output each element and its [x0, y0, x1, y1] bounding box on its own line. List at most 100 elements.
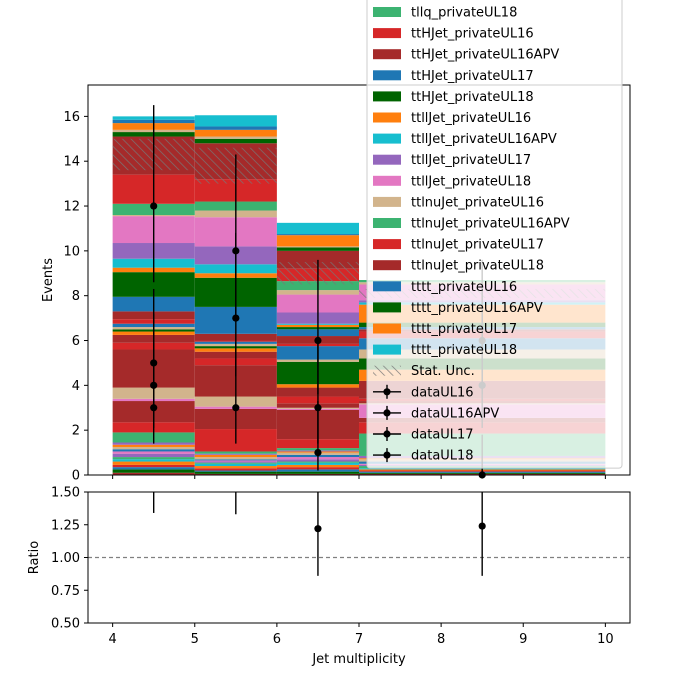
- stack-segment: [276, 247, 359, 251]
- x-tick-label: 6: [273, 632, 281, 647]
- legend-swatch: [373, 344, 401, 355]
- legend-marker: [383, 451, 391, 459]
- stack-segment: [112, 472, 195, 475]
- stack-segment: [194, 457, 277, 460]
- data-point: [232, 404, 240, 412]
- ratio-y-tick-label: 1.00: [51, 551, 80, 566]
- legend-label: ttHJet_privateUL18: [411, 90, 534, 105]
- stack-segment: [276, 471, 359, 474]
- legend-label: dataUL18: [411, 449, 474, 464]
- stack-segment: [194, 126, 277, 130]
- legend-swatch: [373, 175, 401, 186]
- y-tick-label: 16: [63, 110, 80, 125]
- legend-label: ttlnuJet_privateUL18: [411, 259, 544, 274]
- stack-segment: [112, 459, 195, 462]
- legend-swatch: [373, 154, 401, 165]
- legend-label: ttllJet_privateUL17: [411, 153, 531, 168]
- x-tick-label: 7: [355, 632, 363, 647]
- y-tick-label: 4: [72, 379, 80, 394]
- stack-segment: [276, 235, 359, 247]
- stack-segment: [194, 461, 277, 463]
- legend-label: tttt_privateUL17: [411, 322, 517, 337]
- legend-swatch: [373, 112, 401, 123]
- stack-segment: [194, 459, 277, 461]
- legend-marker: [383, 430, 391, 438]
- stack-segment: [112, 444, 195, 447]
- data-point: [150, 202, 158, 210]
- stack-segment: [194, 463, 277, 467]
- legend-box: [366, 0, 623, 469]
- legend-swatch: [373, 218, 401, 228]
- stack-segment: [276, 246, 359, 248]
- ratio-y-tick-label: 0.50: [51, 617, 80, 632]
- stack-segment: [276, 234, 359, 236]
- legend-swatch: [373, 28, 401, 39]
- stack-segment: [194, 468, 277, 471]
- y-tick-label: 2: [72, 424, 80, 439]
- legend-swatch: [373, 302, 401, 313]
- stack-segment: [112, 461, 195, 465]
- legend-swatch: [373, 7, 401, 17]
- stack-segment: [194, 453, 277, 455]
- y-tick-label: 0: [72, 469, 80, 484]
- legend-hatch-handle: [373, 365, 401, 376]
- stack-segment: [112, 451, 195, 454]
- data-point: [150, 404, 158, 412]
- stack-segment: [194, 460, 277, 462]
- legend-marker: [383, 409, 391, 417]
- x-tick-label: 9: [519, 632, 527, 647]
- stack-segment: [112, 469, 195, 473]
- y-tick-label: 12: [63, 200, 80, 215]
- legend-swatch: [373, 70, 401, 81]
- x-tick-label: 8: [437, 632, 445, 647]
- stack-segment: [112, 457, 195, 460]
- legend-swatch: [373, 260, 401, 271]
- legend-swatch: [373, 281, 401, 292]
- data-point: [232, 314, 240, 322]
- legend-label: ttllJet_privateUL16: [411, 111, 531, 126]
- stack-segment: [276, 222, 359, 235]
- stack-segment: [194, 451, 277, 454]
- stack-segment: [194, 115, 277, 127]
- legend-label: ttlnuJet_privateUL16: [411, 195, 544, 210]
- y-tick-label: 6: [72, 334, 80, 349]
- legend-label: ttllJet_privateUL16APV: [411, 132, 557, 147]
- legend-swatch: [373, 239, 401, 250]
- legend-label: ttllJet_privateUL18: [411, 174, 531, 189]
- ratio-y-axis-label: Ratio: [27, 541, 42, 574]
- stack-segment: [112, 464, 195, 468]
- stack-segment: [194, 473, 277, 475]
- stack-segment: [112, 453, 195, 458]
- legend-swatch: [373, 49, 401, 60]
- y-tick-label: 8: [72, 289, 80, 304]
- y-axis-label: Events: [41, 258, 56, 302]
- legend-swatch: [373, 196, 401, 207]
- legend-swatch: [373, 133, 401, 144]
- ratio-point: [314, 525, 322, 533]
- legend-label: ttlnuJet_privateUL16APV: [411, 217, 570, 232]
- legend-label: dataUL17: [411, 428, 474, 443]
- stack-segment: [194, 466, 277, 469]
- x-tick-label: 4: [108, 632, 116, 647]
- stack-segment: [194, 470, 277, 472]
- x-axis-label: Jet multiplicity: [311, 652, 406, 667]
- ratio-plot: 0.50 0.75 1.00 1.25 1.50 4 5 6 7 8 9 10 Ratio Jet mul…: [27, 486, 631, 667]
- ratio-point: [478, 522, 486, 530]
- ratio-y-tick-label: 1.50: [51, 486, 80, 501]
- legend-label: dataUL16APV: [411, 406, 499, 421]
- x-tick-label: 10: [597, 632, 614, 647]
- y-tick-label: 10: [63, 244, 80, 259]
- legend-label: tttt_privateUL16: [411, 280, 517, 295]
- stack-segment: [112, 446, 195, 450]
- stack-segment: [194, 129, 277, 137]
- stack-segment: [194, 136, 277, 139]
- y-tick-label: 14: [63, 155, 80, 170]
- ratio-y-tick-label: 1.25: [51, 518, 80, 533]
- legend-label: ttHJet_privateUL17: [411, 69, 534, 84]
- legend-label: ttHJet_privateUL16APV: [411, 48, 559, 63]
- legend-label: ttHJet_privateUL16: [411, 27, 534, 42]
- stack-segment: [194, 462, 277, 464]
- ratio-axes-frame: [87, 491, 631, 624]
- data-point: [314, 336, 322, 345]
